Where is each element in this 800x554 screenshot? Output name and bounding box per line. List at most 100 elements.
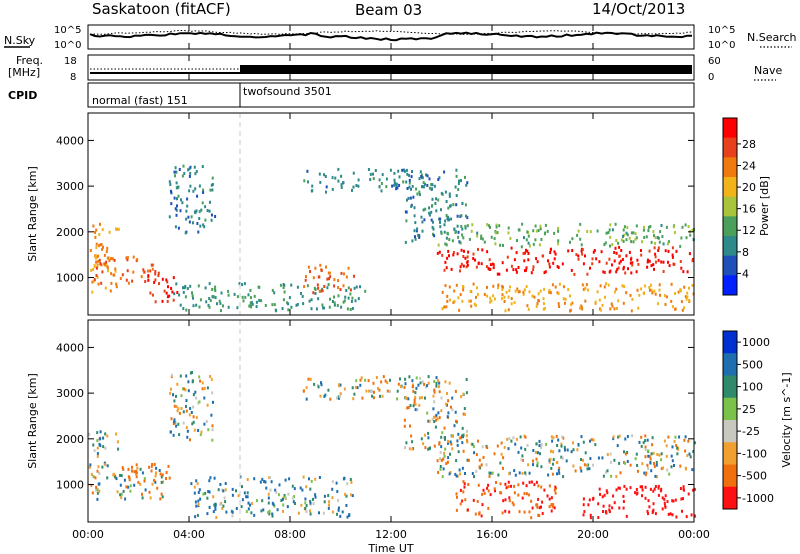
- echo-cell: [507, 308, 510, 312]
- echo-cell: [525, 492, 528, 496]
- echo-cell: [561, 456, 564, 460]
- colorbar-swatch: [723, 157, 737, 178]
- echo-cell: [292, 500, 295, 504]
- echo-cell: [557, 226, 560, 230]
- echo-cell: [406, 187, 409, 190]
- echo-cell: [681, 308, 684, 312]
- echo-cell: [522, 290, 525, 294]
- echo-cell: [97, 482, 100, 486]
- echo-cell: [625, 238, 628, 242]
- echo-cell: [685, 236, 688, 240]
- echo-cell: [460, 179, 462, 183]
- echo-cell: [461, 233, 464, 237]
- echo-cell: [615, 488, 618, 492]
- echo-cell: [438, 250, 441, 254]
- echo-cell: [532, 449, 535, 452]
- echo-cell: [339, 383, 342, 387]
- echo-cell: [634, 237, 637, 241]
- echo-cell: [497, 283, 500, 287]
- echo-cell: [150, 464, 153, 468]
- echo-cell: [208, 305, 211, 309]
- echo-cell: [359, 285, 361, 289]
- echo-cell: [269, 488, 272, 492]
- echo-cell: [660, 452, 663, 456]
- echo-cell: [314, 292, 317, 295]
- echo-cell: [303, 285, 306, 289]
- echo-cell: [337, 286, 340, 290]
- echo-cell: [437, 411, 440, 415]
- echo-cell: [173, 404, 176, 408]
- echo-cell: [546, 229, 549, 233]
- echo-cell: [476, 286, 478, 290]
- echo-cell: [658, 288, 661, 292]
- echo-cell: [319, 394, 322, 398]
- echo-cell: [310, 307, 313, 311]
- echo-cell: [507, 295, 510, 299]
- echo-cell: [683, 306, 686, 310]
- echo-cell: [271, 501, 274, 505]
- echo-cell: [177, 407, 180, 411]
- echo-cell: [560, 455, 563, 459]
- echo-cell: [565, 459, 568, 463]
- echo-cell: [380, 189, 383, 193]
- echo-cell: [187, 215, 190, 219]
- echo-cell: [124, 497, 127, 501]
- echo-cell: [372, 177, 375, 181]
- echo-cell: [377, 387, 379, 390]
- echo-cell: [616, 307, 618, 310]
- echo-cell: [91, 290, 94, 294]
- echo-cell: [597, 516, 600, 519]
- echo-cell: [444, 380, 447, 384]
- echo-cell: [121, 273, 124, 277]
- echo-cell: [96, 264, 99, 268]
- colorbar-swatch: [723, 331, 737, 354]
- echo-cell: [174, 421, 177, 425]
- echo-cell: [457, 235, 460, 239]
- echo-cell: [498, 224, 501, 228]
- echo-cell: [653, 465, 656, 468]
- echo-cell: [657, 246, 660, 250]
- echo-cell: [602, 474, 605, 478]
- echo-cell: [543, 271, 546, 275]
- echo-cell: [222, 304, 224, 308]
- colorbar-tick-label: -1000: [742, 492, 774, 505]
- echo-cell: [466, 263, 469, 267]
- echo-cell: [630, 309, 633, 313]
- echo-cell: [126, 269, 129, 273]
- echo-cell: [616, 444, 619, 448]
- echo-cell: [486, 250, 489, 254]
- echo-cell: [131, 469, 134, 473]
- echo-cell: [202, 188, 205, 192]
- freq-tick-bottom: 8: [70, 72, 76, 83]
- echo-cell: [176, 291, 179, 294]
- echo-cell: [514, 289, 517, 293]
- echo-cell: [552, 503, 555, 507]
- echo-cell: [379, 394, 381, 398]
- echo-cell: [172, 276, 175, 280]
- echo-cell: [644, 445, 647, 449]
- echo-cell: [462, 480, 465, 484]
- echo-cell: [670, 282, 673, 286]
- echo-cell: [618, 254, 621, 258]
- echo-cell: [459, 472, 462, 476]
- y-tick-label: 4000: [56, 134, 84, 147]
- echo-cell: [161, 495, 164, 499]
- echo-cell: [443, 223, 446, 227]
- echo-cell: [106, 246, 109, 250]
- echo-cell: [618, 461, 621, 465]
- echo-cell: [503, 300, 506, 303]
- echo-cell: [470, 229, 473, 233]
- echo-cell: [433, 234, 436, 238]
- echo-cell: [428, 177, 431, 181]
- echo-cell: [443, 170, 446, 174]
- echo-cell: [241, 498, 244, 502]
- echo-cell: [455, 168, 458, 172]
- echo-cell: [302, 475, 305, 479]
- echo-cell: [469, 299, 472, 303]
- echo-cell: [644, 455, 647, 459]
- echo-cell: [286, 505, 289, 509]
- echo-cell: [645, 471, 648, 475]
- echo-cell: [131, 279, 134, 283]
- echo-cell: [309, 377, 312, 381]
- echo-cell: [679, 260, 682, 263]
